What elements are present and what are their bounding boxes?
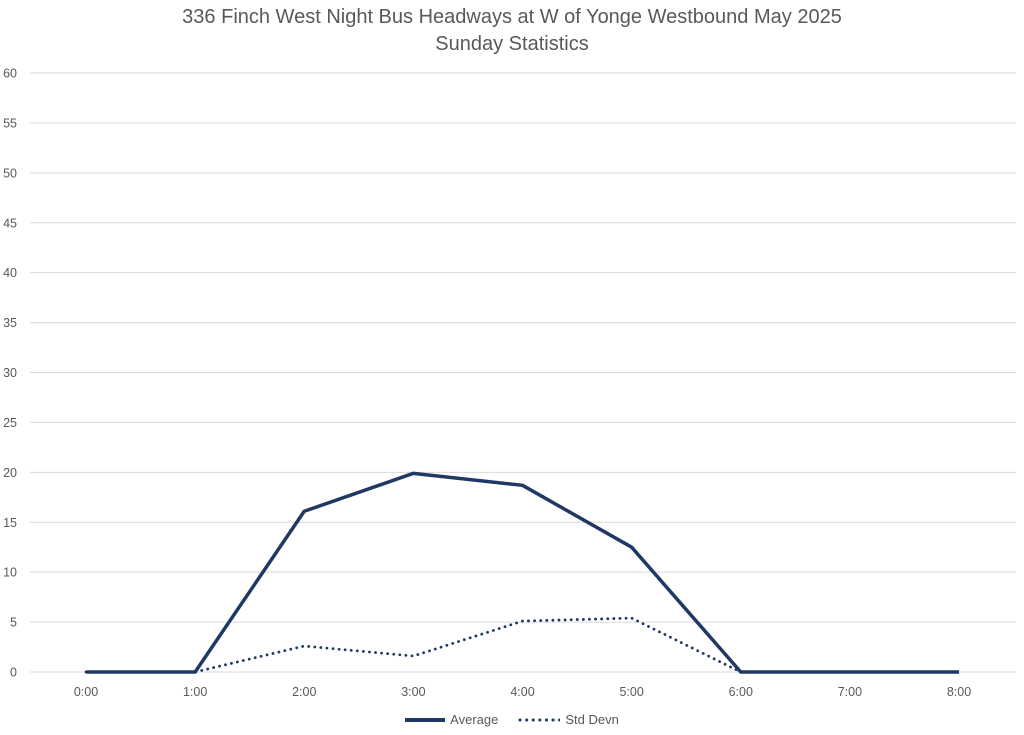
x-axis-tick-label: 2:00	[292, 685, 316, 699]
x-axis-tick-label: 7:00	[838, 685, 862, 699]
legend-item-average: Average	[405, 712, 498, 727]
x-axis-tick-label: 1:00	[183, 685, 207, 699]
y-axis-tick-label: 30	[3, 366, 17, 380]
x-axis-tick-label: 3:00	[401, 685, 425, 699]
x-axis-tick-label: 4:00	[510, 685, 534, 699]
average-solid-line-icon	[405, 717, 446, 722]
legend-label-std-devn: Std Devn	[565, 712, 619, 727]
y-axis-tick-label: 20	[3, 466, 17, 480]
y-axis-tick-label: 15	[3, 516, 17, 530]
chart-legend: Average Std Devn	[0, 712, 1024, 727]
chart-title: 336 Finch West Night Bus Headways at W o…	[182, 6, 842, 28]
y-axis-tick-label: 5	[10, 616, 17, 630]
x-axis-tick-label: 5:00	[619, 685, 643, 699]
chart-subtitle: Sunday Statistics	[435, 33, 589, 55]
y-axis-tick-label: 60	[3, 67, 17, 81]
series-line-std-devn	[84, 616, 961, 674]
x-axis-tick-label: 8:00	[947, 685, 971, 699]
x-axis-tick-label: 6:00	[729, 685, 753, 699]
y-axis-tick-label: 0	[10, 666, 17, 680]
legend-item-std-devn: Std Devn	[518, 712, 619, 727]
legend-label-average: Average	[450, 712, 499, 727]
y-axis-tick-label: 25	[3, 416, 17, 430]
chart-title-block: 336 Finch West Night Bus Headways at W o…	[0, 4, 1024, 58]
y-axis-tick-label: 10	[3, 566, 17, 580]
std-devn-dotted-line-icon	[518, 718, 561, 721]
y-axis-tick-label: 35	[3, 316, 17, 330]
series-line-average	[86, 471, 959, 674]
y-axis-tick-label: 50	[3, 166, 17, 180]
y-axis-tick-label: 55	[3, 116, 17, 130]
y-axis-tick-label: 45	[3, 216, 17, 230]
x-axis-tick-label: 0:00	[74, 685, 98, 699]
y-axis-tick-label: 40	[3, 266, 17, 280]
